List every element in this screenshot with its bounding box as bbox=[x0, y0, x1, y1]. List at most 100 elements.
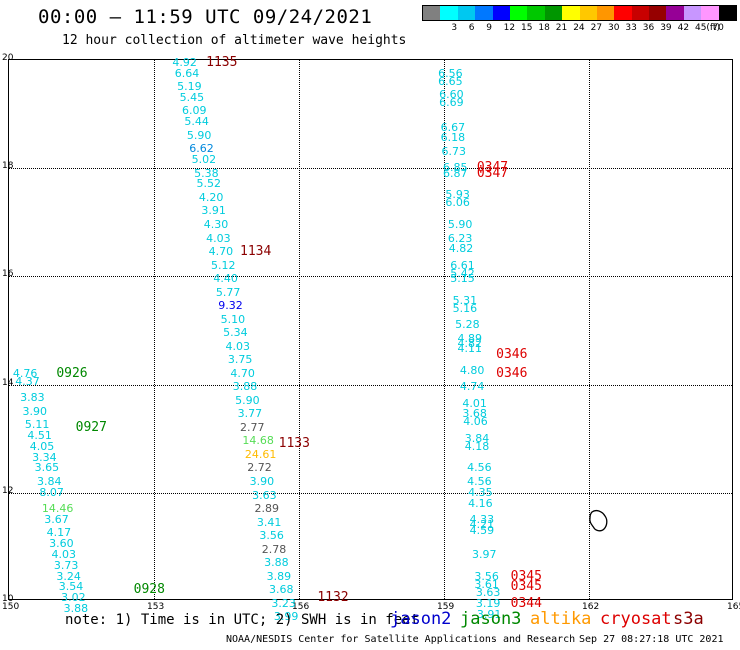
wave-height-value: 6.56 bbox=[438, 66, 463, 80]
wave-height-value: 6.09 bbox=[182, 104, 207, 118]
wave-height-value: 3.34 bbox=[32, 450, 57, 464]
grid-line-horizontal bbox=[9, 168, 732, 170]
wave-height-value: 3.41 bbox=[256, 515, 282, 529]
legend-swatch bbox=[596, 6, 615, 20]
pass-time-label: 0345 bbox=[510, 579, 542, 595]
wave-height-value: 2.72 bbox=[247, 461, 272, 475]
wave-height-value: 5.02 bbox=[191, 153, 217, 167]
wave-height-value: 5.52 bbox=[196, 177, 222, 191]
legend-label: 18 bbox=[538, 23, 550, 33]
wave-height-value: 3.54 bbox=[58, 580, 84, 594]
wave-height-value: 3.24 bbox=[56, 569, 81, 583]
legend-swatch bbox=[701, 6, 719, 20]
wave-height-value: 3.56 bbox=[474, 569, 499, 583]
wave-height-value: 5.90 bbox=[235, 393, 260, 407]
wave-height-value: 4.56 bbox=[467, 474, 492, 488]
wave-height-value: 5.15 bbox=[450, 272, 475, 286]
x-tick-label: 153 bbox=[147, 602, 165, 612]
legend-swatch bbox=[718, 6, 737, 20]
map-subtitle: 12 hour collection of altimeter wave hei… bbox=[62, 33, 407, 48]
legend-swatch bbox=[440, 6, 458, 20]
wave-height-value: 4.16 bbox=[468, 496, 493, 510]
x-tick-label: 150 bbox=[2, 602, 20, 612]
y-tick-label: 16 bbox=[2, 269, 14, 280]
grid-line-vertical bbox=[589, 60, 590, 599]
legend-swatch bbox=[562, 6, 580, 20]
wave-height-value: 3.75 bbox=[227, 353, 253, 367]
wave-height-value: 4.76 bbox=[12, 366, 38, 380]
pass-time-label: 1134 bbox=[240, 244, 272, 260]
wave-height-value: 5.19 bbox=[177, 80, 202, 94]
y-tick-label: 10 bbox=[2, 594, 14, 604]
wave-height-value: 4.82 bbox=[457, 337, 483, 351]
grid-line-vertical bbox=[444, 60, 445, 599]
wave-height-value: 4.11 bbox=[457, 342, 483, 356]
legend-unit: (ft) bbox=[706, 23, 720, 33]
wave-height-value: 5.44 bbox=[184, 115, 209, 129]
wave-height-value: 3.73 bbox=[53, 558, 79, 572]
wave-height-value: 3.97 bbox=[472, 548, 497, 561]
wave-height-value: 6.06 bbox=[445, 196, 470, 210]
wave-height-value: 3.89 bbox=[266, 569, 292, 583]
legend-swatch bbox=[475, 6, 493, 20]
wave-height-value: 3.88 bbox=[232, 380, 258, 394]
legend-label: 9 bbox=[486, 23, 492, 33]
grid-line-horizontal bbox=[9, 492, 732, 494]
wave-height-value: 5.42 bbox=[450, 266, 475, 280]
wave-height-value: 4.17 bbox=[46, 526, 72, 540]
wave-height-value: 3.88 bbox=[63, 602, 89, 616]
pass-time-label: 0347 bbox=[476, 165, 509, 181]
wave-height-value: 4.03 bbox=[51, 548, 77, 561]
satellite-name: altika bbox=[530, 609, 592, 629]
map-plot-area bbox=[8, 59, 733, 600]
wave-height-value: 9.32 bbox=[218, 299, 243, 313]
pass-time-label: 0344 bbox=[510, 595, 542, 611]
legend-swatch bbox=[509, 6, 528, 20]
grid-line-horizontal bbox=[9, 276, 732, 278]
wave-height-value: 4.03 bbox=[225, 339, 251, 353]
wave-height-value: 6.60 bbox=[439, 88, 464, 102]
legend-swatch bbox=[666, 6, 684, 20]
wave-height-value: 2.89 bbox=[254, 502, 280, 516]
footer-note: note: 1) Time is in UTC; 2) SWH is in fe… bbox=[65, 612, 420, 628]
legend-label: 24 bbox=[573, 23, 585, 33]
wave-height-value: 6.18 bbox=[440, 131, 466, 145]
wave-height-value: 6.65 bbox=[438, 74, 463, 88]
legend-label: 70 bbox=[712, 23, 724, 33]
y-tick-label: 18 bbox=[2, 161, 14, 172]
wave-height-value: 4.59 bbox=[469, 523, 495, 537]
wave-height-value: 3.83 bbox=[20, 391, 45, 405]
wave-height-value: 3.61 bbox=[474, 577, 499, 591]
wave-height-value: 6.64 bbox=[174, 66, 200, 80]
wave-height-value: 5.45 bbox=[179, 90, 205, 104]
wave-height-value: 6.69 bbox=[439, 96, 464, 110]
wave-height-value: 5.38 bbox=[194, 166, 219, 180]
satellite-name: cryosat bbox=[600, 609, 672, 629]
wave-height-value: 3.65 bbox=[34, 461, 60, 475]
wave-height-value: 8.07 bbox=[39, 485, 64, 499]
legend-label: 30 bbox=[608, 23, 620, 33]
pass-time-label: 1135 bbox=[206, 54, 238, 70]
wave-height-value: 3.67 bbox=[44, 512, 69, 526]
map-title: 00:00 – 11:59 UTC 09/24/2021 bbox=[38, 6, 373, 28]
wave-height-value: 2.77 bbox=[240, 420, 265, 434]
credit-line: NOAA/NESDIS Center for Satellite Applica… bbox=[226, 634, 576, 645]
wave-height-value: 3.88 bbox=[264, 556, 289, 570]
x-tick-label: 159 bbox=[437, 602, 455, 612]
wave-height-value: 3.99 bbox=[273, 610, 299, 624]
legend-label: 42 bbox=[677, 23, 690, 33]
x-tick-label: 162 bbox=[582, 602, 600, 612]
wave-height-value: 14.68 bbox=[242, 434, 274, 448]
legend-swatch bbox=[683, 6, 702, 20]
wave-height-value: 5.11 bbox=[24, 418, 50, 432]
grid-line-horizontal bbox=[9, 384, 732, 386]
wave-height-value: 4.70 bbox=[230, 366, 255, 380]
pass-time-label: 0346 bbox=[496, 346, 528, 362]
wave-height-value: 6.62 bbox=[189, 142, 214, 156]
pass-time-label: 0347 bbox=[476, 160, 509, 176]
wave-height-value: 5.77 bbox=[215, 285, 241, 299]
wave-height-value: 3.84 bbox=[37, 474, 62, 488]
wave-height-value: 5.16 bbox=[452, 301, 478, 315]
legend-label: 21 bbox=[555, 23, 568, 33]
pass-time-label: 0927 bbox=[75, 419, 107, 435]
